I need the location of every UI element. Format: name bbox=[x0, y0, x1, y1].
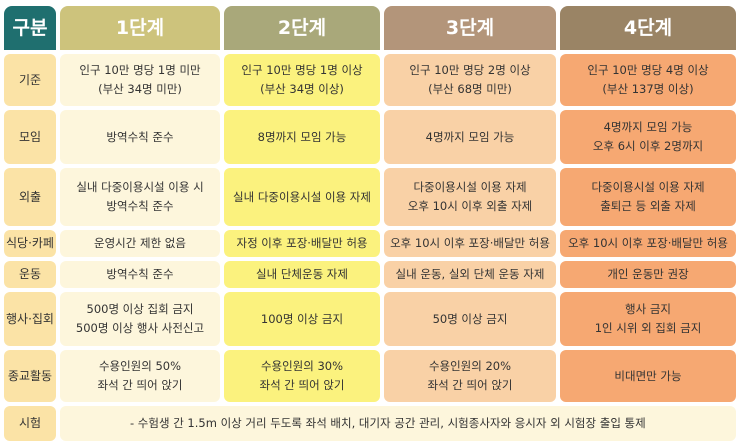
level-4-cell: 행사 금지 1인 시위 외 집회 금지 bbox=[560, 292, 736, 346]
level-2-cell: 실내 단체운동 자제 bbox=[224, 261, 380, 288]
row-label: 모임 bbox=[4, 110, 56, 164]
table-row: 행사·집회 500명 이상 집회 금지 500명 이상 행사 사전신고 100명 이상… bbox=[4, 292, 736, 346]
cell-line: 방역수칙 준수 bbox=[106, 267, 174, 281]
cell-line: 수용인원의 50% bbox=[98, 359, 182, 373]
cell-line: 1인 시위 외 집회 금지 bbox=[594, 321, 702, 335]
row-label: 운동 bbox=[4, 261, 56, 288]
level-2-cell: 8명까지 모임 가능 bbox=[224, 110, 380, 164]
exam-text: - 수험생 간 1.5m 이상 거리 두도록 좌석 배치, 대기자 공간 관리,… bbox=[60, 406, 736, 441]
level-1-cell: 수용인원의 50% 좌석 간 띄어 앉기 bbox=[60, 350, 220, 402]
cell-line: 50명 이상 금지 bbox=[432, 311, 508, 326]
level-3-cell: 50명 이상 금지 bbox=[384, 292, 556, 346]
cell-line: 좌석 간 띄어 앉기 bbox=[427, 378, 513, 392]
cell-line: 수용인원의 30% bbox=[260, 359, 344, 373]
exam-row: 시험 - 수험생 간 1.5m 이상 거리 두도록 좌석 배치, 대기자 공간 … bbox=[4, 406, 736, 441]
cell-line: 방역수칙 준수 bbox=[106, 199, 174, 213]
cell-line: 좌석 간 띄어 앉기 bbox=[97, 378, 183, 392]
cell-line: 자정 이후 포장·배달만 허용 bbox=[236, 236, 368, 250]
cell-line: 다중이용시설 이용 자제 bbox=[413, 180, 527, 194]
level-2-cell: 실내 다중이용시설 이용 자제 bbox=[224, 168, 380, 226]
header-level-2: 2단계 bbox=[224, 6, 380, 50]
row-label: 종교활동 bbox=[4, 350, 56, 402]
header-level-4: 4단계 bbox=[560, 6, 736, 50]
cell-line: (부산 137명 이상) bbox=[602, 82, 694, 96]
level-2-cell: 인구 10만 명당 1명 이상 (부산 34명 이상) bbox=[224, 54, 380, 106]
cell-line: 500명 이상 집회 금지 bbox=[86, 302, 194, 316]
level-1-cell: 500명 이상 집회 금지 500명 이상 행사 사전신고 bbox=[60, 292, 220, 346]
level-1-cell: 방역수칙 준수 bbox=[60, 110, 220, 164]
table-row: 기준 인구 10만 명당 1명 미만 (부산 34명 미만) 인구 10만 명당 1명… bbox=[4, 54, 736, 106]
table-header: 구분 1단계 2단계 3단계 4단계 bbox=[4, 6, 736, 50]
level-2-cell: 자정 이후 포장·배달만 허용 bbox=[224, 230, 380, 257]
row-label: 시험 bbox=[4, 406, 56, 441]
header-level-3: 3단계 bbox=[384, 6, 556, 50]
cell-line: 500명 이상 행사 사전신고 bbox=[75, 321, 205, 335]
level-4-cell: 인구 10만 명당 4명 이상 (부산 137명 이상) bbox=[560, 54, 736, 106]
cell-line: 방역수칙 준수 bbox=[106, 129, 174, 144]
row-label: 식당·카페 bbox=[4, 230, 56, 257]
level-3-cell: 수용인원의 20% 좌석 간 띄어 앉기 bbox=[384, 350, 556, 402]
cell-line: 인구 10만 명당 4명 이상 bbox=[587, 63, 709, 77]
row-label: 외출 bbox=[4, 168, 56, 226]
level-3-cell: 오후 10시 이후 포장·배달만 허용 bbox=[384, 230, 556, 257]
level-4-cell: 오후 10시 이후 포장·배달만 허용 bbox=[560, 230, 736, 257]
cell-line: 좌석 간 띄어 앉기 bbox=[259, 378, 345, 392]
cell-line: 오후 10시 이후 포장·배달만 허용 bbox=[390, 236, 550, 250]
cell-line: 실내 단체운동 자제 bbox=[256, 267, 348, 281]
cell-line: 다중이용시설 이용 자제 bbox=[591, 180, 705, 194]
level-1-cell: 운영시간 제한 없음 bbox=[60, 230, 220, 257]
cell-line: 운영시간 제한 없음 bbox=[94, 236, 186, 250]
cell-line: 4명까지 모임 가능 bbox=[603, 120, 693, 134]
cell-line: 비대면만 가능 bbox=[614, 368, 682, 383]
cell-line: 수용인원의 20% bbox=[428, 359, 512, 373]
level-2-cell: 수용인원의 30% 좌석 간 띄어 앉기 bbox=[224, 350, 380, 402]
cell-line: 실내 다중이용시설 이용 자제 bbox=[233, 189, 371, 204]
table-row: 식당·카페 운영시간 제한 없음 자정 이후 포장·배달만 허용 오후 10시 이후 … bbox=[4, 230, 736, 257]
cell-line: 4명까지 모임 가능 bbox=[425, 129, 515, 144]
cell-line: 실내 운동, 실외 단체 운동 자제 bbox=[395, 267, 545, 281]
cell-line: (부산 34명 이상) bbox=[260, 82, 344, 96]
cell-line: 100명 이상 금지 bbox=[260, 311, 344, 326]
header-level-1: 1단계 bbox=[60, 6, 220, 50]
cell-line: 인구 10만 명당 2명 이상 bbox=[409, 63, 531, 77]
cell-line: 인구 10만 명당 1명 이상 bbox=[241, 63, 363, 77]
level-1-cell: 인구 10만 명당 1명 미만 (부산 34명 미만) bbox=[60, 54, 220, 106]
level-1-cell: 방역수칙 준수 bbox=[60, 261, 220, 288]
cell-line: 실내 다중이용시설 이용 시 bbox=[76, 180, 204, 194]
cell-line: 출퇴근 등 외출 자제 bbox=[600, 199, 696, 213]
row-label: 행사·집회 bbox=[4, 292, 56, 346]
level-4-cell: 개인 운동만 권장 bbox=[560, 261, 736, 288]
cell-line: 개인 운동만 권장 bbox=[607, 267, 689, 281]
cell-line: 오후 10시 이후 외출 자제 bbox=[407, 199, 533, 213]
table-row: 외출 실내 다중이용시설 이용 시 방역수칙 준수 실내 다중이용시설 이용 자제 다중… bbox=[4, 168, 736, 226]
cell-line: 오후 10시 이후 포장·배달만 허용 bbox=[568, 236, 728, 250]
row-label: 기준 bbox=[4, 54, 56, 106]
cell-line: (부산 34명 미만) bbox=[98, 82, 182, 96]
table-row: 종교활동 수용인원의 50% 좌석 간 띄어 앉기 수용인원의 30% 좌석 간 띄어 … bbox=[4, 350, 736, 402]
level-3-cell: 4명까지 모임 가능 bbox=[384, 110, 556, 164]
level-3-cell: 실내 운동, 실외 단체 운동 자제 bbox=[384, 261, 556, 288]
level-3-cell: 인구 10만 명당 2명 이상 (부산 68명 미만) bbox=[384, 54, 556, 106]
cell-line: 오후 6시 이후 2명까지 bbox=[592, 139, 704, 153]
cell-line: 행사 금지 bbox=[625, 302, 671, 316]
cell-line: 인구 10만 명당 1명 미만 bbox=[79, 63, 201, 77]
header-category: 구분 bbox=[4, 6, 56, 50]
table-row: 운동 방역수칙 준수 실내 단체운동 자제 실내 운동, 실외 단체 운동 자제 개인 … bbox=[4, 261, 736, 288]
cell-line: (부산 68명 미만) bbox=[428, 82, 512, 96]
level-2-cell: 100명 이상 금지 bbox=[224, 292, 380, 346]
cell-line: 8명까지 모임 가능 bbox=[257, 129, 347, 144]
table-row: 모임 방역수칙 준수 8명까지 모임 가능 4명까지 모임 가능 4명까지 모임 가능 오… bbox=[4, 110, 736, 164]
level-4-cell: 비대면만 가능 bbox=[560, 350, 736, 402]
